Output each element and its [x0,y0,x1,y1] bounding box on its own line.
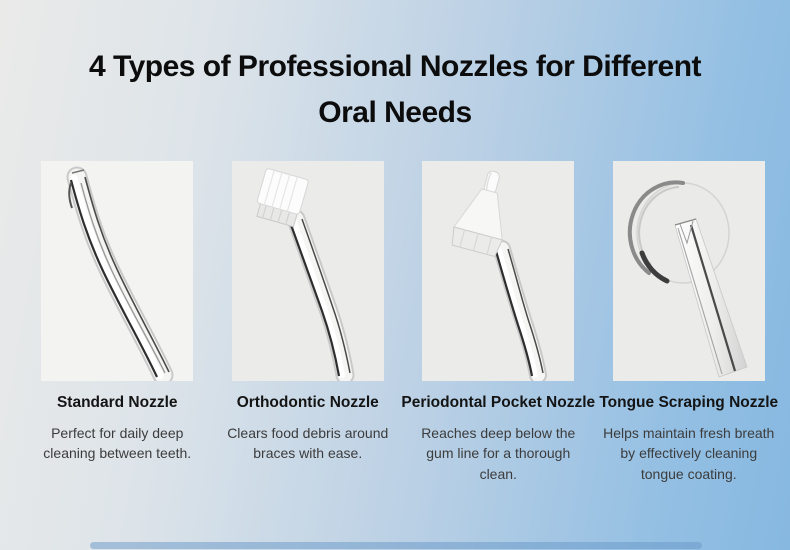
nozzle-photo-tile [41,161,194,381]
nozzle-description: Helps maintain fresh breath by effective… [603,425,775,482]
nozzle-description: Reaches deep below the gum line for a th… [421,425,576,482]
standard-nozzle-illustration [66,166,174,381]
page-title-line-1: 4 Types of Professional Nozzles for Diff… [88,50,702,83]
page-title-line-2: Oral Needs [318,96,472,129]
nozzle-photo-tile [612,161,765,381]
nozzle-column-tongue: Tongue Scraping Nozzle Helps maintain fr… [594,161,785,484]
nozzle-name: Periodontal Pocket Nozzle [401,394,596,411]
tongue-scraping-nozzle-illustration [627,180,748,378]
nozzle-column-orthodontic: Orthodontic Nozzle Clears food debris ar… [213,161,404,484]
nozzle-name: Standard Nozzle [56,394,178,411]
orthodontic-nozzle-illustration [256,168,355,381]
nozzle-photo-tile [422,161,575,381]
nozzle-description: Clears food debris around braces with ea… [227,425,389,462]
nozzle-photo-tile [231,161,384,381]
periodontal-pocket-nozzle-illustration [451,170,548,381]
nozzle-column-standard: Standard Nozzle Perfect for daily deep c… [22,161,213,484]
nozzle-columns: Standard Nozzle Perfect for daily deep c… [0,161,790,484]
horizontal-scrollbar-thumb[interactable] [90,542,702,549]
nozzle-name: Tongue Scraping Nozzle [599,394,779,411]
nozzle-description: Perfect for daily deep cleaning between … [43,425,192,462]
nozzle-name: Orthodontic Nozzle [236,394,379,411]
nozzle-column-periodontal: Periodontal Pocket Nozzle Reaches deep b… [401,161,596,484]
page-title: 4 Types of Professional Nozzles for Diff… [0,0,790,136]
